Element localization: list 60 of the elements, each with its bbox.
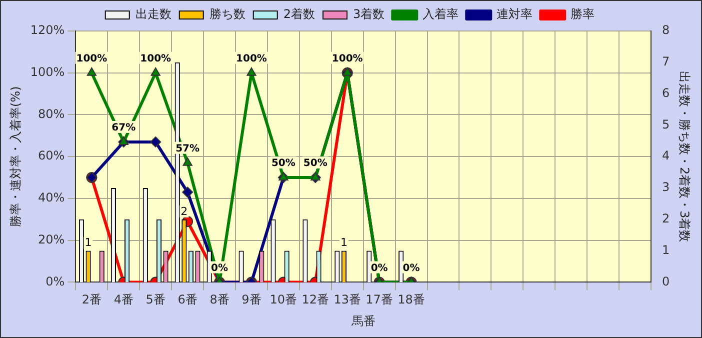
legend-label: 入着率 xyxy=(422,7,459,22)
data-label: 0% xyxy=(211,262,228,274)
point xyxy=(86,67,97,76)
y-tick-label: 100% xyxy=(30,64,65,79)
x-tick-label: 9番 xyxy=(242,292,262,307)
x-tick-label: 6番 xyxy=(178,292,198,307)
y2-tick-label: 4 xyxy=(662,148,670,163)
point xyxy=(310,172,320,181)
y2-tick-label: 1 xyxy=(662,242,670,257)
data-label: 57% xyxy=(176,143,200,154)
y-tick-label: 120% xyxy=(30,23,65,38)
data-label: 100% xyxy=(236,53,267,64)
x-tick-label: 10番 xyxy=(270,292,298,307)
y-tick-label: 80% xyxy=(38,106,65,121)
data-label: 100% xyxy=(76,53,108,64)
y-axis-title: 勝率・連対率・入着率(%) xyxy=(8,86,22,227)
legend-label: 出走数 xyxy=(135,7,172,22)
y-tick-label: 20% xyxy=(38,232,65,246)
data-label: 2 xyxy=(180,204,188,218)
x-tick-label: 18番 xyxy=(398,292,425,307)
legend-label: 連対率 xyxy=(496,7,533,22)
y2-tick-label: 3 xyxy=(662,180,670,194)
y2-tick-label: 6 xyxy=(662,86,670,100)
y2-tick-label: 0 xyxy=(662,274,670,288)
y2-axis-title: 出走数・勝ち数・2着数・3着数 xyxy=(678,70,692,242)
x-tick-label: 4番 xyxy=(114,292,134,307)
y2-tick-label: 2 xyxy=(662,212,670,226)
data-label: 100% xyxy=(140,53,172,64)
legend-label: 勝ち数 xyxy=(209,7,246,22)
point xyxy=(182,157,192,166)
x-tick-label: 8番 xyxy=(210,292,230,307)
legend-label: 3着数 xyxy=(353,7,385,22)
legend-label: 2着数 xyxy=(283,7,316,22)
x-axis-title: 馬番 xyxy=(350,314,376,328)
y2-tick-label: 8 xyxy=(662,23,670,38)
y2-tick-label: 7 xyxy=(662,54,670,69)
data-label: 50% xyxy=(303,158,328,170)
y-tick-label: 0% xyxy=(46,274,65,288)
data-label: 67% xyxy=(112,122,136,134)
x-tick-label: 5番 xyxy=(146,292,166,307)
point xyxy=(342,67,352,76)
y2-tick-label: 5 xyxy=(662,117,670,132)
data-label: 50% xyxy=(271,158,296,170)
y-tick-label: 40% xyxy=(38,190,65,205)
data-label: 0% xyxy=(402,262,420,274)
point xyxy=(150,67,160,76)
x-tick-label: 12番 xyxy=(302,292,330,307)
point xyxy=(118,136,128,145)
x-tick-label: 13番 xyxy=(334,292,361,307)
point xyxy=(246,67,256,76)
point xyxy=(278,172,288,181)
data-label: 1 xyxy=(340,236,348,250)
data-label: 100% xyxy=(332,53,363,64)
y-tick-label: 60% xyxy=(38,148,65,163)
data-label: 1 xyxy=(84,236,92,250)
x-tick-label: 2番 xyxy=(82,292,102,307)
data-label: 0% xyxy=(370,262,388,274)
legend-label: 勝率 xyxy=(570,7,595,22)
x-tick-label: 17番 xyxy=(366,292,393,307)
point xyxy=(150,136,162,148)
